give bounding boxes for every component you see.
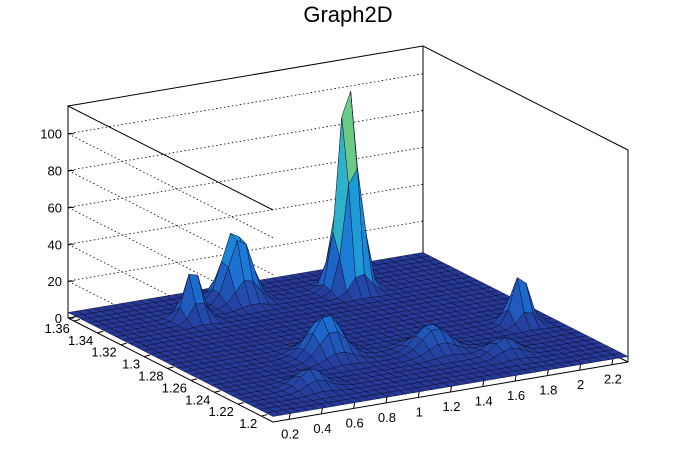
x-tick [579, 364, 582, 371]
surface-mesh [67, 91, 629, 417]
x-tick-label: 0.4 [313, 421, 331, 436]
z-tick-label: 20 [48, 274, 62, 289]
y-tick-label: 1.2 [239, 416, 257, 431]
y-tick [73, 318, 80, 322]
x-tick [450, 385, 452, 393]
front-box [67, 106, 629, 423]
x-tick-label: 1.2 [442, 399, 460, 414]
x-tick-label: 2 [577, 377, 584, 392]
chart-title: Graph2D [303, 2, 393, 27]
y-tick-label: 1.34 [68, 333, 93, 348]
x-tick-label: 0.8 [378, 410, 396, 425]
z-tick-label: 0 [55, 311, 62, 326]
y-tick [214, 390, 221, 393]
z-grid-line [66, 147, 424, 312]
x-tick-label: 2.2 [604, 372, 622, 387]
x-tick [482, 380, 485, 387]
y-tick [190, 378, 198, 381]
x-tick [320, 407, 323, 414]
x-tick [417, 391, 420, 398]
x-tick-label: 1.6 [507, 388, 525, 403]
z-grid-line [66, 73, 424, 239]
x-tick [288, 413, 291, 420]
y-tick [120, 342, 127, 346]
y-tick-label: 1.32 [91, 345, 116, 360]
y-tick-label: 1.24 [185, 392, 210, 407]
x-tick [514, 375, 517, 382]
x-tick-label: 1 [416, 404, 423, 419]
x-tick-label: 1.4 [475, 394, 493, 409]
x-tick [385, 396, 388, 403]
top-edge [66, 45, 629, 211]
x-tick [546, 369, 549, 376]
y-axis-line [67, 317, 274, 423]
surface-cell [611, 352, 629, 359]
y-tick [144, 354, 151, 358]
z-grid-line [66, 110, 424, 275]
x-tick [611, 358, 614, 365]
x-tick-label: 0.2 [281, 426, 299, 441]
y-tick-label: 1.28 [138, 369, 163, 384]
y-tick-label: 1.22 [209, 404, 234, 419]
z-tick-label: 100 [40, 127, 62, 142]
x-tick-label: 1.8 [539, 383, 557, 398]
y-tick [167, 366, 174, 369]
y-tick-label: 1.3 [122, 357, 140, 372]
x-tick [353, 402, 356, 409]
y-tick-label: 1.26 [162, 380, 187, 395]
z-tick-label: 60 [48, 200, 62, 215]
z-tick-label: 40 [48, 237, 62, 252]
y-tick [97, 330, 104, 334]
y-tick [237, 402, 244, 405]
x-tick-label: 0.6 [346, 415, 364, 430]
z-tick-label: 80 [48, 164, 62, 179]
axis-labels: 0 20 40 60 80 100 0.2 0.4 0.6 0.8 1 1.2 1.4 1.6 1.8 2 2.… [40, 127, 622, 442]
y-tick [261, 414, 268, 417]
y-tick-label: 1.36 [45, 321, 70, 336]
